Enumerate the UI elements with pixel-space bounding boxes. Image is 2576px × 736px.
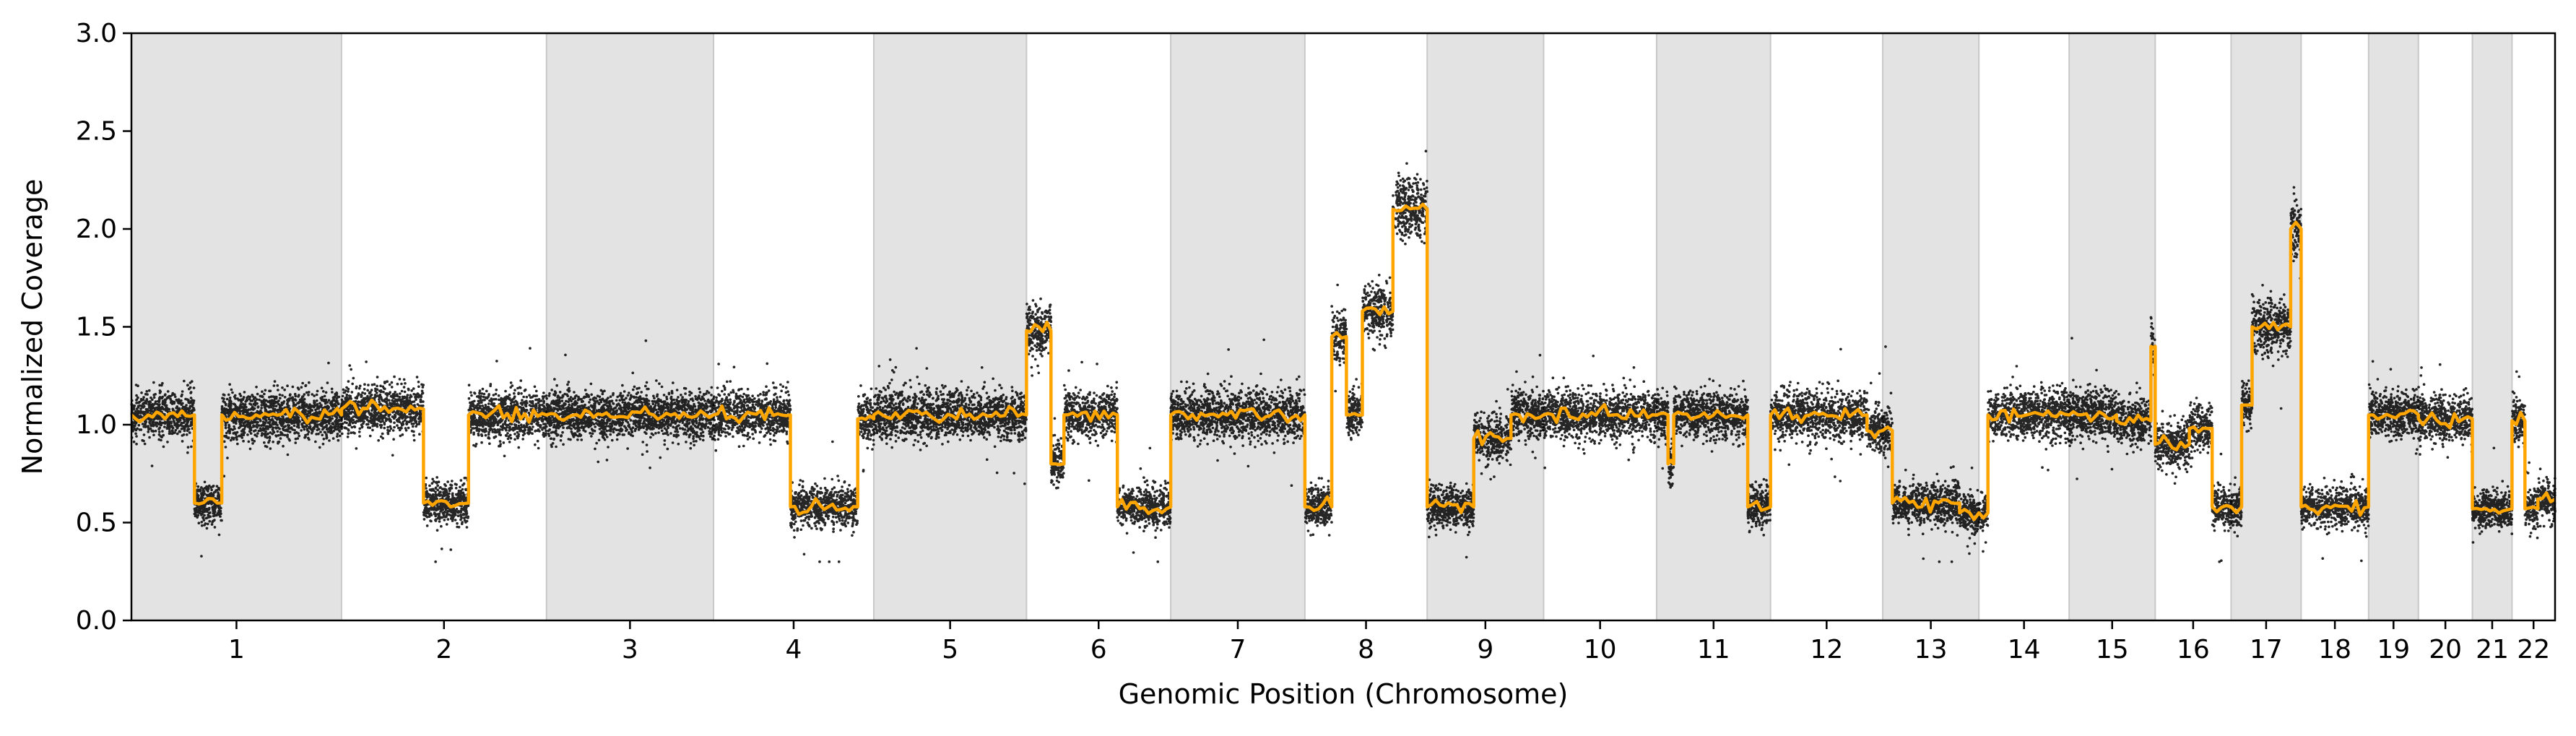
chromosome-bands <box>131 33 2513 621</box>
y-tick-label: 0.5 <box>76 508 117 538</box>
coverage-points-chr4 <box>712 362 875 563</box>
coverage-points-chr2 <box>340 347 548 563</box>
x-tick-label-chr10: 10 <box>1584 635 1617 664</box>
x-tick-label-chr20: 20 <box>2429 635 2462 664</box>
copy-number-segment-line <box>130 202 2557 521</box>
x-tick-label-chr4: 4 <box>786 635 802 664</box>
coverage-points-chr7 <box>1169 338 1306 487</box>
x-tick-label-chr17: 17 <box>2250 635 2283 664</box>
y-axis-label: Normalized Coverage <box>17 179 48 475</box>
chromosome-band-7 <box>1170 33 1306 621</box>
y-tick-label: 2.0 <box>76 215 117 244</box>
x-axis-label: Genomic Position (Chromosome) <box>1119 678 1569 710</box>
y-axis: 0.0 0.5 1.0 1.5 2.0 2.5 3.0 <box>76 19 131 636</box>
chromosome-band-1 <box>131 33 342 621</box>
chromosome-band-13 <box>1882 33 1980 621</box>
x-axis: 1 2 3 4 5 6 7 8 9 10 11 12 13 14 15 16 17 18 19 20 21 22 <box>228 620 2550 664</box>
x-tick-label-chr1: 1 <box>228 635 245 664</box>
coverage-points-chr18 <box>2299 472 2370 563</box>
coverage-points-chr20 <box>2417 363 2474 459</box>
x-tick-label-chr19: 19 <box>2377 635 2410 664</box>
x-tick-label-chr11: 11 <box>1697 635 1730 664</box>
y-tick-label: 0.0 <box>76 606 117 636</box>
chromosome-band-3 <box>545 33 715 621</box>
chromosome-band-11 <box>1655 33 1771 621</box>
x-tick-label-chr13: 13 <box>1914 635 1948 664</box>
x-tick-label-chr9: 9 <box>1477 635 1493 664</box>
coverage-points-chr14 <box>1977 365 2070 553</box>
segment-lines <box>130 202 2557 521</box>
y-tick-label: 1.0 <box>76 410 117 440</box>
y-tick-label: 2.5 <box>76 117 117 147</box>
x-tick-label-chr16: 16 <box>2177 635 2210 664</box>
x-tick-label-chr7: 7 <box>1230 635 1246 664</box>
coverage-points-chr16 <box>2154 397 2233 563</box>
chromosome-band-21 <box>2471 33 2513 621</box>
coverage-points-chr6 <box>1025 297 1172 563</box>
x-tick-label-chr3: 3 <box>622 635 638 664</box>
x-tick-label-chr2: 2 <box>435 635 452 664</box>
chromosome-band-9 <box>1426 33 1545 621</box>
x-tick-label-chr8: 8 <box>1358 635 1374 664</box>
x-tick-label-chr15: 15 <box>2096 635 2129 664</box>
x-tick-label-chr14: 14 <box>2008 635 2041 664</box>
chromosome-band-15 <box>2068 33 2156 621</box>
coverage-points <box>130 150 2557 563</box>
chromosome-band-5 <box>872 33 1028 621</box>
x-tick-label-chr22: 22 <box>2517 635 2550 664</box>
x-tick-label-chr12: 12 <box>1810 635 1843 664</box>
x-tick-label-chr5: 5 <box>942 635 958 664</box>
x-tick-label-chr18: 18 <box>2318 635 2351 664</box>
coverage-points-chr22 <box>2511 370 2557 540</box>
coverage-points-chr9 <box>1426 353 1545 559</box>
y-tick-label: 1.5 <box>76 313 117 342</box>
x-tick-label-chr21: 21 <box>2476 635 2509 664</box>
x-tick-label-chr6: 6 <box>1090 635 1107 664</box>
y-tick-label: 3.0 <box>76 19 117 48</box>
chromosome-band-19 <box>2367 33 2419 621</box>
